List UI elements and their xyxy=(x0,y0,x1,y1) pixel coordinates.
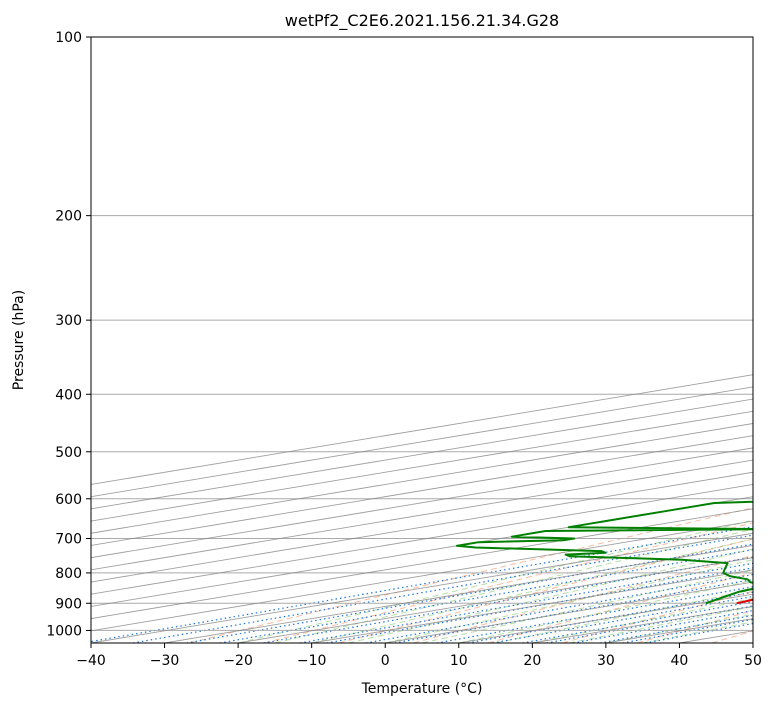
dry-adiabat-line xyxy=(264,522,753,643)
x-tick-label: 0 xyxy=(381,653,390,669)
x-tick-label: 50 xyxy=(744,653,762,669)
y-axis-ticks: 100 200 300 400 500 600 700 800 900 1000 xyxy=(46,30,91,639)
x-axis-title: Temperature (°C) xyxy=(361,681,483,697)
mixing-ratio-line xyxy=(622,618,753,643)
isotherm-line xyxy=(458,593,753,643)
chart-title: wetPf2_C2E6.2021.156.21.34.G28 xyxy=(285,11,559,31)
moist-adiabat-line xyxy=(642,621,753,643)
x-tick-label: 30 xyxy=(597,653,615,669)
dewpoint-profile-line xyxy=(455,500,753,605)
x-tick-label: 20 xyxy=(523,653,541,669)
mixing-ratio-line xyxy=(219,549,753,643)
dry-adiabat-line xyxy=(189,507,753,643)
isotherm-line xyxy=(91,471,753,583)
x-tick-label: −30 xyxy=(150,653,180,669)
isotherm-line xyxy=(91,447,753,559)
moist-adiabat-line xyxy=(458,579,753,643)
y-axis-title: Pressure (hPa) xyxy=(11,290,27,390)
mixing-ratio-line xyxy=(263,556,753,643)
x-axis-ticks: −40 −30 −20 −10 0 10 20 30 40 50 xyxy=(76,643,762,669)
isotherm-line xyxy=(605,618,753,643)
y-tick-label: 600 xyxy=(55,492,82,508)
moist-adiabats xyxy=(237,519,753,643)
y-tick-label: 800 xyxy=(55,566,82,582)
plot-area: 0.10.20.40.611.52346810131620253036-100-… xyxy=(91,37,753,643)
isotherm-line xyxy=(752,642,753,643)
isotherm-line xyxy=(91,532,753,643)
plot-frame xyxy=(90,36,754,644)
dry-adiabat-line xyxy=(562,590,753,643)
y-tick-label: 900 xyxy=(55,596,82,612)
dry-adiabat-line xyxy=(711,630,753,643)
mixing-ratio-line xyxy=(326,567,753,643)
y-tick-label: 1000 xyxy=(46,623,82,639)
moist-adiabat-line xyxy=(385,559,753,643)
mixing-ratio-line xyxy=(645,622,753,643)
mixing-ratio-line xyxy=(299,562,753,643)
isotherm-line xyxy=(91,520,753,632)
isotherm-line xyxy=(385,581,753,643)
moist-adiabat-line xyxy=(237,519,753,643)
mixing-ratio-line xyxy=(365,573,753,643)
profile-series xyxy=(455,500,753,605)
isotherm-line xyxy=(91,435,753,546)
y-tick-label: 200 xyxy=(55,209,82,225)
dry-adiabats xyxy=(189,507,753,643)
x-tick-label: −20 xyxy=(223,653,253,669)
isotherm-line xyxy=(238,557,753,643)
isotherm-line xyxy=(164,544,753,643)
y-tick-label: 300 xyxy=(55,313,82,329)
y-tick-label: 400 xyxy=(55,387,82,403)
x-tick-label: 10 xyxy=(450,653,468,669)
moist-adiabat-line xyxy=(421,569,753,643)
isobar-grid xyxy=(91,37,753,631)
dry-adiabat-line xyxy=(487,572,753,643)
x-tick-label: −40 xyxy=(76,653,106,669)
isotherm-line xyxy=(679,630,753,643)
dry-adiabat-line xyxy=(413,554,753,643)
y-tick-label: 500 xyxy=(55,445,82,461)
x-tick-label: −10 xyxy=(297,653,327,669)
moist-adiabat-line xyxy=(495,589,753,643)
mixing-ratio-line xyxy=(599,614,753,643)
isotherm-line xyxy=(91,508,753,620)
y-tick-label: 100 xyxy=(55,30,82,46)
isotherm-line xyxy=(91,484,753,595)
moist-adiabat-line xyxy=(311,538,753,643)
isotherm-line xyxy=(91,459,753,571)
y-tick-label: 700 xyxy=(55,532,82,548)
dry-adiabat-line xyxy=(338,538,753,643)
moist-adiabat-line xyxy=(348,548,753,643)
x-tick-label: 40 xyxy=(671,653,689,669)
